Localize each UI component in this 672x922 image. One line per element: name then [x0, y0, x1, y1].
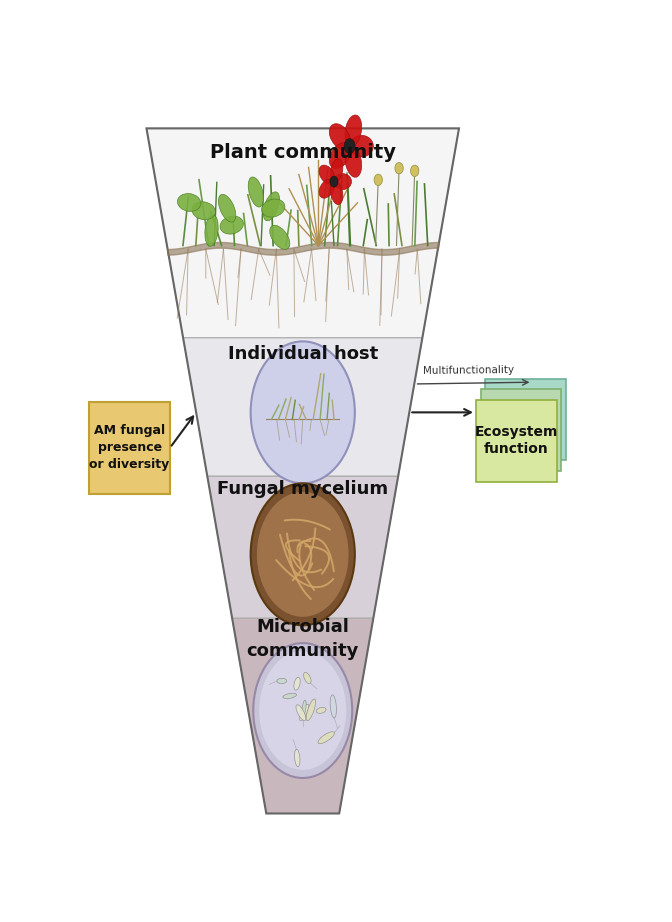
Ellipse shape: [192, 202, 215, 219]
Ellipse shape: [331, 182, 343, 205]
Ellipse shape: [329, 124, 351, 149]
Ellipse shape: [319, 179, 335, 198]
Ellipse shape: [300, 704, 308, 721]
Ellipse shape: [205, 215, 218, 246]
Ellipse shape: [177, 194, 201, 211]
Ellipse shape: [345, 115, 362, 147]
Circle shape: [257, 491, 349, 617]
Text: AM fungal
presence
or diversity: AM fungal presence or diversity: [89, 424, 170, 471]
Text: Microbial
community: Microbial community: [247, 619, 359, 660]
Text: Individual host: Individual host: [228, 345, 378, 363]
Text: Fungal mycelium: Fungal mycelium: [217, 479, 388, 498]
FancyBboxPatch shape: [480, 389, 561, 471]
Ellipse shape: [302, 700, 306, 716]
Circle shape: [253, 644, 352, 778]
Ellipse shape: [345, 146, 362, 177]
Ellipse shape: [334, 173, 351, 190]
Ellipse shape: [283, 693, 296, 699]
Ellipse shape: [304, 672, 311, 683]
Circle shape: [374, 174, 382, 185]
Text: Multifunctionality: Multifunctionality: [423, 365, 514, 376]
Ellipse shape: [294, 750, 300, 767]
Ellipse shape: [319, 165, 335, 184]
Text: Ecosystem
function: Ecosystem function: [474, 425, 558, 456]
Circle shape: [344, 138, 355, 154]
Ellipse shape: [220, 216, 243, 234]
Circle shape: [251, 341, 355, 483]
Polygon shape: [146, 128, 459, 337]
Ellipse shape: [218, 195, 236, 222]
Polygon shape: [232, 619, 374, 813]
FancyBboxPatch shape: [476, 400, 556, 481]
Circle shape: [251, 483, 355, 625]
Ellipse shape: [294, 678, 300, 691]
Ellipse shape: [317, 707, 326, 714]
Polygon shape: [208, 477, 398, 619]
Ellipse shape: [329, 143, 351, 169]
Circle shape: [330, 176, 338, 187]
Ellipse shape: [349, 136, 374, 157]
Circle shape: [395, 162, 403, 174]
Circle shape: [411, 165, 419, 176]
Ellipse shape: [269, 225, 290, 250]
Ellipse shape: [263, 192, 280, 220]
FancyBboxPatch shape: [485, 379, 566, 460]
Ellipse shape: [277, 679, 287, 683]
Ellipse shape: [331, 159, 343, 182]
Ellipse shape: [306, 699, 316, 721]
Text: Plant community: Plant community: [210, 143, 396, 161]
Circle shape: [259, 651, 346, 770]
Ellipse shape: [296, 704, 306, 721]
Ellipse shape: [330, 695, 337, 718]
FancyBboxPatch shape: [89, 402, 170, 494]
Ellipse shape: [261, 199, 285, 217]
Ellipse shape: [248, 177, 263, 207]
Ellipse shape: [318, 732, 335, 744]
Polygon shape: [183, 337, 423, 477]
